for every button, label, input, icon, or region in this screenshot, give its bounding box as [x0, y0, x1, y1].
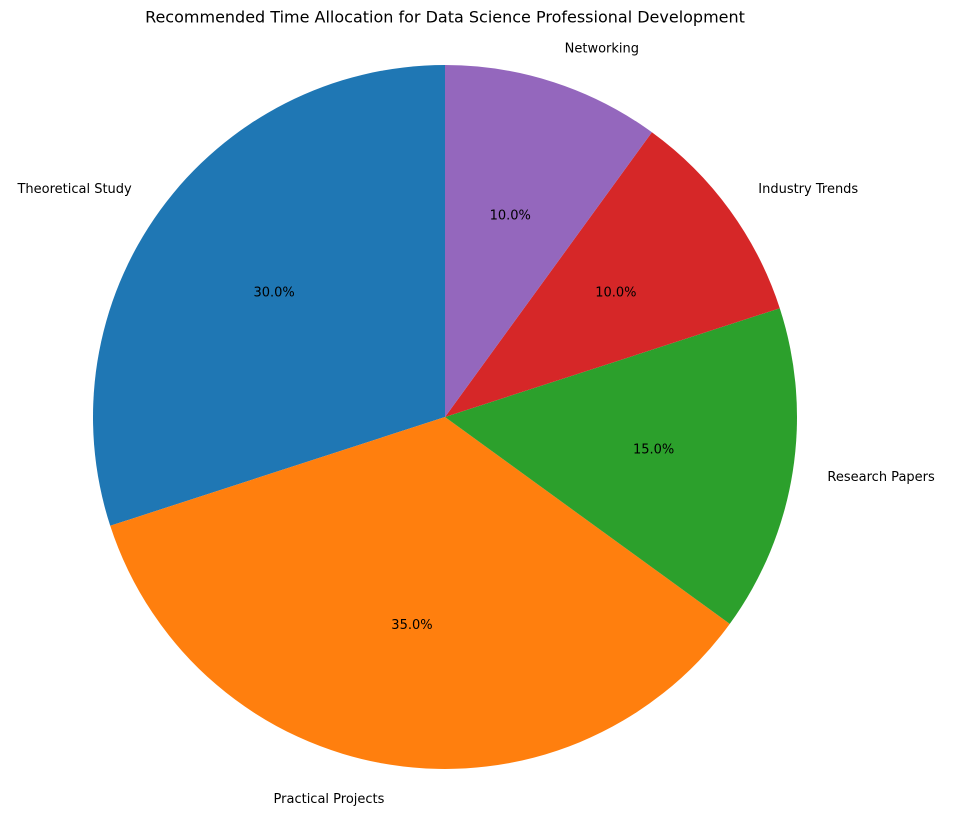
pie-slice: [110, 417, 730, 770]
slice-label: Industry Trends: [758, 182, 858, 197]
slice-label: Research Papers: [827, 470, 935, 485]
slice-label: Networking: [565, 41, 639, 56]
slice-label: Theoretical Study: [16, 182, 132, 197]
value-label: 10.0%: [490, 209, 531, 224]
pie-slice: [445, 308, 797, 624]
slice-label: Practical Projects: [274, 792, 385, 807]
pie-slice: [445, 65, 652, 417]
value-label: 10.0%: [595, 285, 636, 300]
pie-slice: [92, 65, 445, 526]
pie-slice: [445, 132, 780, 417]
chart-title: Recommended Time Allocation for Data Sci…: [145, 8, 745, 27]
value-label: 30.0%: [253, 285, 294, 300]
value-label: 35.0%: [391, 618, 432, 633]
value-label: 15.0%: [633, 443, 674, 458]
